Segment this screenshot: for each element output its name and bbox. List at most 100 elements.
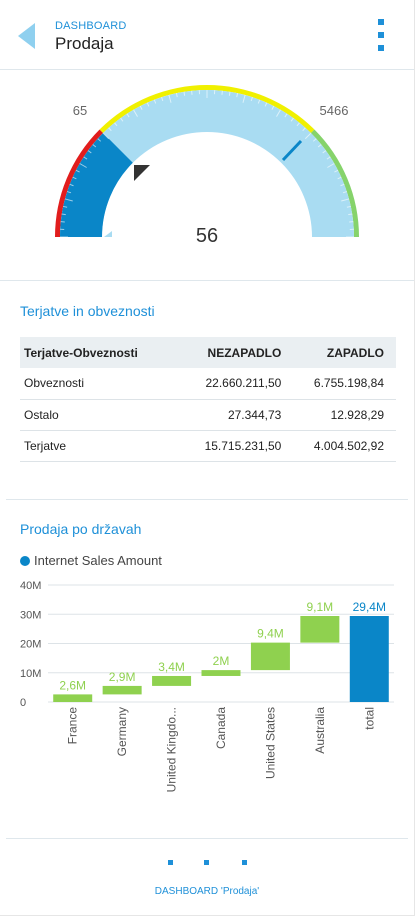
gauge-tick bbox=[296, 122, 300, 127]
chart-legend[interactable]: Internet Sales Amount bbox=[20, 553, 162, 568]
gauge-tick bbox=[276, 109, 281, 117]
gauge-tick bbox=[64, 198, 73, 202]
gauge-tick bbox=[290, 117, 294, 122]
back-arrow-icon bbox=[18, 23, 35, 49]
legend-label: Internet Sales Amount bbox=[34, 553, 162, 568]
chart-bar[interactable] bbox=[53, 694, 93, 702]
gauge-tick bbox=[322, 150, 327, 154]
gauge-tick bbox=[264, 102, 268, 107]
gauge-tick bbox=[302, 127, 306, 132]
app-header: DASHBOARD Prodaja bbox=[0, 0, 414, 70]
gauge-tick bbox=[271, 105, 275, 110]
gauge-tick bbox=[312, 138, 317, 142]
chart-section-title: Prodaja po državah bbox=[20, 521, 142, 537]
x-tick-label: United Kingdo... bbox=[165, 707, 179, 792]
sales-by-country-chart: 0 10M 20M 30M 40M 2,6M France 2,9M Germany 3,4M Un… bbox=[20, 580, 394, 792]
section-divider bbox=[6, 499, 408, 500]
gauge-tick bbox=[236, 93, 239, 98]
gauge-tick bbox=[83, 156, 88, 160]
section-divider bbox=[6, 838, 408, 839]
gauge-tick bbox=[228, 91, 231, 96]
gauge-tick bbox=[126, 113, 130, 118]
table-cell: 12.928,29 bbox=[293, 399, 396, 431]
chart-bar[interactable] bbox=[152, 675, 192, 686]
table-row[interactable]: Obveznosti 22.660.211,50 6.755.198,84 bbox=[20, 368, 396, 400]
table-row[interactable]: Ostalo 27.344,73 12.928,29 bbox=[20, 399, 396, 431]
gauge-tick bbox=[61, 213, 66, 216]
gauge-tick bbox=[175, 93, 178, 98]
page-indicator[interactable] bbox=[168, 860, 173, 865]
table-header-row: Terjatve-Obveznosti NEZAPADLO ZAPADLO bbox=[20, 337, 396, 368]
table-cell: 15.715.231,50 bbox=[182, 430, 294, 462]
chart-bar[interactable] bbox=[201, 670, 241, 676]
table-cell: 4.004.502,92 bbox=[293, 430, 396, 462]
table-cell: Obveznosti bbox=[20, 368, 183, 400]
chart-bar[interactable] bbox=[349, 616, 389, 702]
gauge-value-fill bbox=[60, 133, 133, 237]
receivables-table: Terjatve-Obveznosti NEZAPADLO ZAPADLO Ob… bbox=[20, 337, 396, 462]
gauge-tick bbox=[79, 163, 87, 168]
gauge-tick bbox=[102, 132, 110, 140]
x-tick-label: Australia bbox=[313, 707, 327, 754]
back-button[interactable] bbox=[18, 23, 36, 49]
table-cell: Terjatve bbox=[20, 430, 183, 462]
data-label: 2,9M bbox=[109, 670, 136, 684]
column-header[interactable]: Terjatve-Obveznosti bbox=[24, 345, 138, 360]
x-tick-label: Canada bbox=[214, 707, 228, 749]
gauge-tick bbox=[139, 105, 143, 110]
y-tick-label: 0 bbox=[20, 697, 26, 709]
gauge-red-band bbox=[55, 129, 104, 237]
gauge-tick bbox=[69, 183, 74, 187]
table-cell: Ostalo bbox=[20, 399, 183, 431]
gauge-tick bbox=[87, 150, 92, 154]
gauge-tick bbox=[133, 109, 138, 117]
x-tick-label: United States bbox=[263, 707, 277, 779]
gauge-value: 56 bbox=[196, 225, 218, 247]
gauge-tick bbox=[326, 156, 331, 160]
table-cell: 27.344,73 bbox=[182, 399, 294, 431]
chart-bar[interactable] bbox=[300, 616, 340, 643]
footer-caption[interactable]: DASHBOARD 'Prodaja' bbox=[154, 886, 260, 897]
gauge-tick bbox=[317, 144, 322, 148]
menu-dot-icon bbox=[378, 45, 384, 51]
chart-bar[interactable] bbox=[102, 685, 142, 695]
gauge-yellow-band bbox=[99, 85, 315, 133]
gauge-tick bbox=[97, 138, 102, 142]
gauge-max-label: 5466 bbox=[320, 103, 349, 118]
data-label: 3,4M bbox=[158, 660, 185, 674]
gauge-min-label: 65 bbox=[73, 103, 87, 118]
gauge-widget: 65 5466 56 bbox=[0, 71, 414, 281]
data-label: 29,4M bbox=[353, 600, 386, 614]
column-header[interactable]: NEZAPADLO bbox=[207, 345, 282, 360]
breadcrumb[interactable]: DASHBOARD bbox=[55, 20, 127, 32]
gauge-target-marker bbox=[281, 139, 303, 162]
page-indicator[interactable] bbox=[204, 860, 209, 865]
gauge-tick bbox=[327, 163, 335, 168]
gauge-base-marker bbox=[104, 231, 112, 237]
y-tick-label: 40M bbox=[20, 580, 41, 592]
table-row[interactable]: Terjatve 15.715.231,50 4.004.502,92 bbox=[20, 430, 396, 462]
gauge-tick bbox=[334, 169, 339, 173]
x-tick-label: total bbox=[362, 707, 376, 730]
y-tick-label: 20M bbox=[20, 639, 41, 651]
y-tick-label: 30M bbox=[20, 609, 41, 621]
gauge-tick bbox=[304, 132, 312, 140]
page-title: Prodaja bbox=[55, 34, 114, 53]
data-label: 9,4M bbox=[257, 627, 284, 641]
table-section-title: Terjatve in obveznosti bbox=[20, 303, 155, 319]
menu-dot-icon bbox=[378, 32, 384, 38]
gauge-tick bbox=[342, 191, 347, 194]
gauge-tick bbox=[67, 191, 72, 194]
gauge-tick bbox=[242, 94, 246, 103]
gauge-tick bbox=[63, 205, 68, 208]
page-indicator[interactable] bbox=[242, 860, 247, 865]
more-menu-button[interactable] bbox=[377, 19, 387, 53]
legend-dot-icon bbox=[20, 556, 30, 566]
gauge-tick bbox=[114, 122, 118, 127]
gauge-tick bbox=[284, 113, 288, 118]
gauge-green-band bbox=[310, 129, 359, 237]
gauge-tick bbox=[153, 99, 157, 104]
chart-bar[interactable] bbox=[250, 642, 290, 671]
menu-dot-icon bbox=[378, 19, 384, 25]
column-header[interactable]: ZAPADLO bbox=[326, 345, 384, 360]
